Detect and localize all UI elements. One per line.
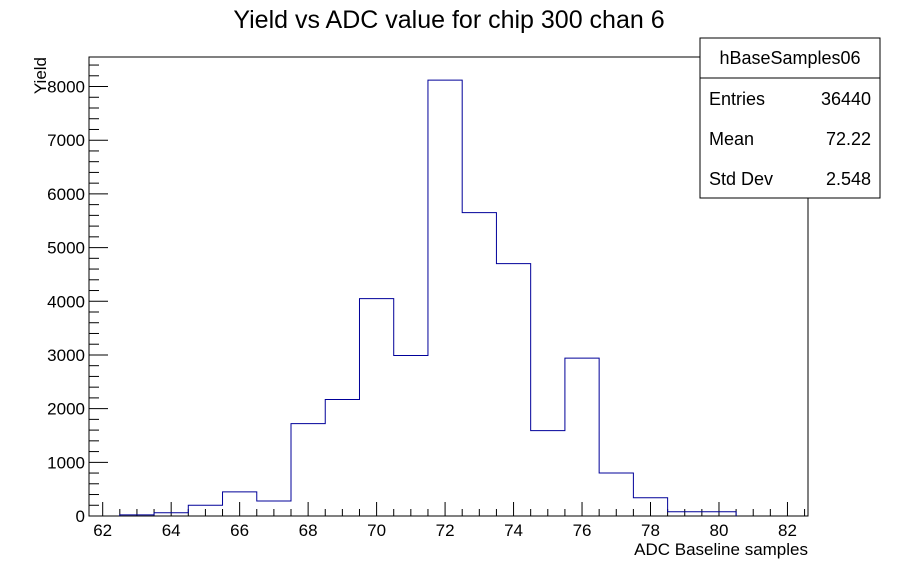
stats-entries-value: 36440 [821,89,871,109]
stats-stddev-value: 2.548 [826,169,871,189]
x-tick-label: 64 [162,521,181,540]
chart-title: Yield vs ADC value for chip 300 chan 6 [233,6,664,34]
stats-box: hBaseSamples06 Entries 36440 Mean 72.22 … [699,37,881,199]
stats-box-title: hBaseSamples06 [719,48,860,68]
x-tick-label: 80 [710,521,729,540]
y-tick-label: 0 [76,507,85,526]
y-axis-title: Yield [31,57,50,94]
histogram-outline [119,79,737,516]
histogram-bin [188,505,222,516]
plot-frame [88,56,809,517]
histogram-bin [531,431,565,516]
y-tick-label: 5000 [47,239,85,258]
stats-mean-value: 72.22 [826,129,871,149]
histogram-bin [325,400,359,516]
histogram-bin [702,512,736,516]
histogram-bin [668,512,702,516]
y-tick-label: 7000 [47,131,85,150]
y-axis-ticks: 0 1000 2000 3000 4000 5000 6000 7000 8000 [47,64,108,526]
y-tick-label: 8000 [47,78,85,97]
histogram-bin [394,355,428,516]
histogram-bin [154,513,188,516]
histogram-bin [359,299,393,516]
histogram-bin [428,80,462,516]
x-tick-label: 76 [573,521,592,540]
stats-box-frame [699,37,881,199]
y-tick-label: 3000 [47,346,85,365]
x-tick-label: 78 [641,521,660,540]
histogram-bin [496,264,530,516]
histogram-bin [223,492,257,516]
x-tick-label: 70 [367,521,386,540]
y-tick-label: 1000 [47,453,85,472]
x-tick-label: 68 [299,521,318,540]
histogram-bin [291,424,325,516]
x-axis-ticks: 62 64 66 68 70 72 74 76 78 80 82 [93,502,806,540]
x-tick-label: 72 [436,521,455,540]
stats-stddev-label: Std Dev [709,169,773,189]
x-tick-label: 66 [230,521,249,540]
histogram-bins [119,79,737,516]
y-tick-label: 4000 [47,292,85,311]
histogram-bin [565,358,599,516]
y-tick-label: 6000 [47,185,85,204]
x-tick-label: 62 [93,521,112,540]
histogram-bin [462,213,496,516]
y-tick-label: 2000 [47,400,85,419]
x-tick-label: 74 [504,521,523,540]
histogram-bin [599,473,633,516]
stats-mean-label: Mean [709,129,754,149]
x-axis-title: ADC Baseline samples [634,540,808,559]
histogram-bin [257,501,291,516]
histogram-bin [120,515,154,516]
histogram-bin [633,498,667,516]
x-tick-label: 82 [778,521,797,540]
stats-entries-label: Entries [709,89,765,109]
